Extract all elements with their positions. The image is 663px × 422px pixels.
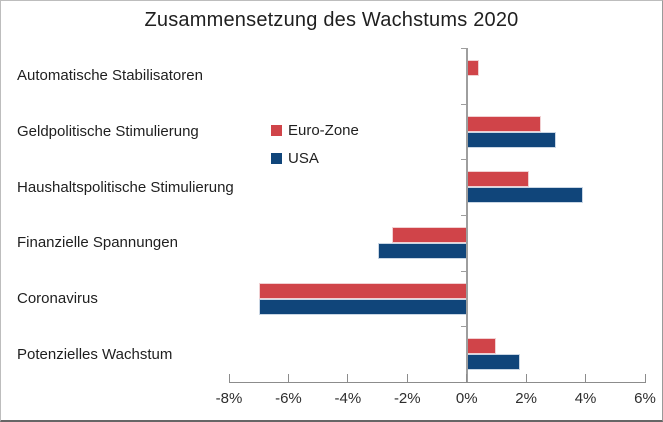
legend-label-euro-zone: Euro-Zone	[288, 121, 359, 139]
x-tick	[347, 374, 349, 382]
category-label-coronavirus: Coronavirus	[17, 289, 98, 307]
x-tick	[287, 374, 289, 382]
x-tick-label: -6%	[275, 390, 302, 407]
x-tick-label: 2%	[515, 390, 537, 407]
category-label-haushaltspolitische-stimulierung: Haushaltspolitische Stimulierung	[17, 178, 234, 196]
bar-usa-finanzielle-spannungen	[377, 243, 467, 259]
x-tick-label: 0%	[455, 390, 478, 407]
legend-label-usa: USA	[288, 149, 319, 167]
x-tick-label: -4%	[334, 390, 362, 407]
x-tick	[228, 374, 230, 382]
zero-axis-tick	[460, 326, 467, 328]
x-tick	[466, 374, 468, 382]
zero-axis-tick	[460, 103, 467, 105]
category-label-potenzielles-wachstum: Potenzielles Wachstum	[17, 345, 173, 363]
x-axis-line	[229, 382, 646, 383]
bar-euro-zone-coronavirus	[258, 282, 467, 299]
bar-euro-zone-finanzielle-spannungen	[392, 227, 467, 243]
zero-axis-tick	[460, 270, 467, 272]
bar-usa-potenzielles-wachstum	[466, 354, 521, 371]
bar-euro-zone-geldpolitische-stimulierung	[466, 115, 541, 132]
legend-swatch-usa	[271, 152, 282, 164]
chart-title: Zusammensetzung des Wachstums 2020	[144, 9, 519, 31]
category-label-automatische-stabilisatoren: Automatische Stabilisatoren	[17, 67, 203, 85]
legend-item-usa: USA	[271, 149, 359, 167]
x-tick	[644, 374, 646, 382]
category-label-geldpolitische-stimulierung: Geldpolitische Stimulierung	[17, 122, 199, 140]
x-tick	[585, 374, 587, 382]
legend-item-euro-zone: Euro-Zone	[271, 121, 359, 139]
legend-swatch-euro-zone	[271, 124, 282, 136]
zero-axis-tick	[460, 48, 467, 49]
x-tick	[406, 374, 408, 382]
x-tick-label: -8%	[215, 390, 243, 407]
bar-euro-zone-haushaltspolitische-stimulierung	[466, 171, 530, 188]
bar-usa-coronavirus	[258, 298, 467, 315]
zero-axis-tick	[460, 215, 467, 216]
x-tick-label: 6%	[634, 390, 656, 407]
bar-euro-zone-automatische-stabilisatoren	[466, 60, 479, 76]
category-label-finanzielle-spannungen: Finanzielle Spannungen	[17, 234, 178, 252]
bar-usa-haushaltspolitische-stimulierung	[466, 187, 583, 204]
x-tick-label: 4%	[574, 390, 597, 407]
legend: Euro-Zone USA	[271, 121, 359, 177]
x-tick	[525, 374, 527, 382]
zero-axis-line	[466, 48, 468, 382]
bar-usa-geldpolitische-stimulierung	[466, 131, 556, 148]
bar-euro-zone-potenzielles-wachstum	[466, 338, 497, 355]
zero-axis-tick	[460, 159, 467, 161]
x-tick-label: -2%	[393, 390, 421, 407]
